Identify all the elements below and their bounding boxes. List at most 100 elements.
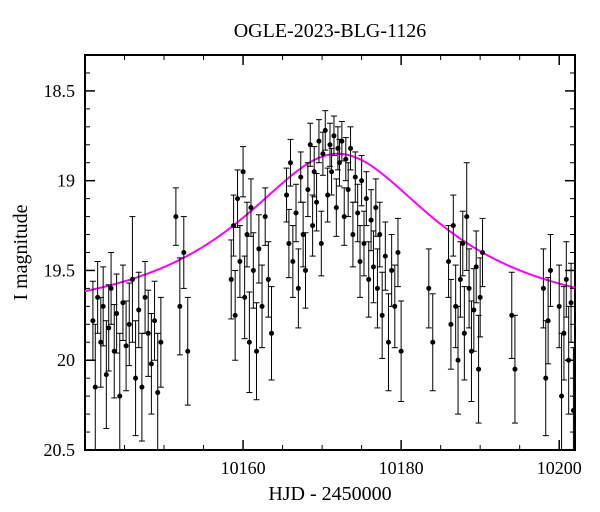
data-point <box>130 277 135 282</box>
data-point <box>323 128 328 133</box>
data-point <box>471 307 476 312</box>
data-point <box>329 169 334 174</box>
data-point <box>241 169 246 174</box>
data-point <box>233 313 238 318</box>
data-point <box>254 349 259 354</box>
data-point <box>288 160 293 165</box>
data-point <box>303 268 308 273</box>
plot-content <box>85 111 576 474</box>
data-point <box>133 376 138 381</box>
data-point <box>266 277 271 282</box>
data-point <box>242 295 247 300</box>
data-point <box>566 358 571 363</box>
data-point <box>364 196 369 201</box>
data-point <box>331 133 336 138</box>
data-point <box>546 318 551 323</box>
data-point <box>395 250 400 255</box>
data-point <box>310 223 315 228</box>
data-point <box>114 311 119 316</box>
data-point <box>93 385 98 390</box>
data-point <box>173 214 178 219</box>
data-point <box>314 200 319 205</box>
data-point <box>149 361 154 366</box>
data-point <box>359 178 364 183</box>
data-point <box>104 372 109 377</box>
data-point <box>557 304 562 309</box>
x-axis-label: HJD - 2450000 <box>268 483 391 505</box>
data-point <box>260 304 265 309</box>
data-point <box>543 376 548 381</box>
data-point <box>426 286 431 291</box>
data-point <box>366 277 371 282</box>
y-tick-label: 18.5 <box>44 81 76 101</box>
data-point <box>284 193 289 198</box>
data-point <box>251 268 256 273</box>
data-point <box>296 286 301 291</box>
data-point <box>478 295 483 300</box>
y-tick-label: 19.5 <box>44 260 76 280</box>
data-point <box>448 322 453 327</box>
data-point <box>380 313 385 318</box>
data-point <box>106 325 111 330</box>
data-point <box>564 277 569 282</box>
data-point <box>350 232 355 237</box>
data-point <box>177 304 182 309</box>
data-point <box>256 246 261 251</box>
x-tick-label: 10160 <box>221 458 266 478</box>
data-point <box>146 331 151 336</box>
y-axis-label: I magnitude <box>10 204 32 300</box>
data-point <box>247 340 252 345</box>
x-tick-label: 10180 <box>379 458 424 478</box>
data-point <box>269 331 274 336</box>
data-point <box>462 331 467 336</box>
data-point <box>375 286 380 291</box>
data-point <box>294 211 299 216</box>
data-point <box>369 218 374 223</box>
data-point <box>155 390 160 395</box>
data-point <box>143 295 148 300</box>
data-point <box>348 146 353 151</box>
data-point <box>90 318 95 323</box>
y-tick-label: 19 <box>57 171 75 191</box>
data-point <box>561 331 566 336</box>
data-point <box>101 304 106 309</box>
chart-svg: OGLE-2023-BLG-112610160101801020018.5191… <box>0 0 600 512</box>
data-point <box>286 241 291 246</box>
x-tick-label: 10200 <box>537 458 582 478</box>
data-point <box>298 175 303 180</box>
data-point <box>358 259 363 264</box>
data-point <box>343 157 348 162</box>
microlensing-lightcurve-chart: OGLE-2023-BLG-112610160101801020018.5191… <box>0 0 600 512</box>
data-point <box>430 340 435 345</box>
data-point <box>377 232 382 237</box>
data-point <box>569 300 574 305</box>
data-point <box>548 268 553 273</box>
data-point <box>451 223 456 228</box>
data-point <box>480 250 485 255</box>
data-point <box>373 205 378 210</box>
data-point <box>328 142 333 147</box>
data-point <box>389 268 394 273</box>
data-point <box>127 322 132 327</box>
data-point <box>399 349 404 354</box>
data-point <box>476 367 481 372</box>
data-point <box>392 304 397 309</box>
data-point <box>237 259 242 264</box>
data-point <box>339 139 344 144</box>
data-point <box>460 241 465 246</box>
data-point <box>559 394 564 399</box>
data-point <box>248 205 253 210</box>
data-point <box>305 187 310 192</box>
data-point <box>109 286 114 291</box>
data-point <box>117 394 122 399</box>
data-point <box>386 340 391 345</box>
data-point <box>152 318 157 323</box>
y-tick-label: 20.5 <box>44 440 76 460</box>
data-point <box>235 196 240 201</box>
data-point <box>458 277 463 282</box>
data-point <box>139 385 144 390</box>
data-point <box>316 139 321 144</box>
data-point <box>263 214 268 219</box>
data-point <box>383 254 388 259</box>
data-point <box>124 343 129 348</box>
